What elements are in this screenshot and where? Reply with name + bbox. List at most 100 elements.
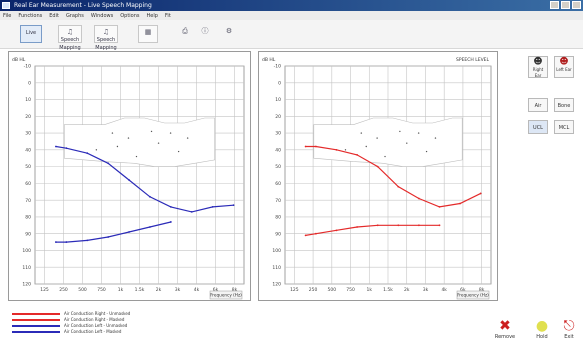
series-point (356, 226, 358, 228)
y-tick-label: 100 (22, 248, 31, 254)
speech-dot (95, 149, 98, 151)
speech-dot (417, 132, 420, 134)
series-line (305, 145, 481, 208)
series-point (304, 145, 307, 148)
person-icon: ☻ (533, 57, 543, 67)
mcl-button[interactable]: MCL (554, 120, 574, 134)
series-point (55, 241, 57, 243)
menu-file[interactable]: File (3, 12, 12, 19)
menu-edit[interactable]: Edit (49, 12, 59, 19)
y-tick-label: 0 (28, 80, 31, 86)
y-tick-label: 100 (272, 248, 281, 254)
legend-item: Air Conduction Left - Unmasked (12, 323, 182, 328)
speech-dot (150, 130, 153, 133)
y-tick-label: 80 (275, 215, 281, 221)
window-title: Real Ear Measurement - Live Speech Mappi… (14, 2, 152, 9)
series-point (190, 210, 193, 213)
close-button[interactable] (572, 1, 581, 9)
exit-button[interactable]: ⎋ Exit (558, 318, 580, 344)
toolbar-info-button[interactable]: ⓘ (198, 25, 212, 43)
air-button[interactable]: Air (528, 98, 548, 112)
x-axis-label-box (456, 290, 490, 300)
legend-swatch (12, 331, 60, 333)
menu-help[interactable]: Help (146, 12, 158, 19)
speech-dot (365, 145, 367, 148)
series-point (232, 204, 235, 207)
left-audiogram-chart[interactable]: -10 0 10 20 30 40 50 60 70 80 90 100 110 120 125 250 500… (8, 51, 251, 301)
x-tick-label: 1k (118, 287, 124, 293)
series-point (169, 221, 172, 223)
ear-icon: ♫ (66, 28, 74, 36)
remove-button[interactable]: ✖ Remove (494, 318, 516, 344)
x-tick-label: 500 (328, 287, 337, 293)
y-tick-label: 60 (275, 181, 281, 187)
toolbar-speech-mapping-right-button[interactable]: ♫ Speech Mapping (58, 25, 82, 51)
ucl-button[interactable]: UCL (528, 120, 548, 134)
y-tick-label: 30 (275, 131, 281, 137)
menu-graphs[interactable]: Graphs (65, 12, 84, 19)
toolbar-live-label: Live (25, 30, 37, 36)
right-audiogram-chart[interactable]: -10 0 10 20 30 40 50 60 70 80 90 100 110 120 125 250 500… (258, 51, 498, 301)
x-tick-label: 125 (290, 287, 299, 293)
toolbar-live-button[interactable]: Live (20, 25, 42, 43)
y-tick-label: 80 (25, 215, 31, 221)
exit-label: Exit (564, 334, 574, 340)
x-tick-label: 2k (404, 287, 410, 293)
y-axis-label: dB HL (262, 57, 276, 63)
y-tick-label: 40 (25, 147, 31, 153)
window-titlebar[interactable]: Real Ear Measurement - Live Speech Mappi… (0, 0, 583, 11)
menu-bar: File Functions Edit Graphs Windows Optio… (0, 11, 583, 20)
y-tick-label: 90 (25, 231, 31, 237)
bone-button[interactable]: Bone (554, 98, 574, 112)
series-point (55, 145, 57, 148)
legend-text: Air Conduction Right - Unmasked (64, 311, 131, 316)
left-ear-button[interactable]: ☻ Left Ear (554, 56, 574, 78)
x-tick-label: 8k (232, 287, 238, 293)
right-audiogram-svg: -10 0 10 20 30 40 50 60 70 80 90 100 110 120 125 250 500… (262, 57, 492, 300)
right-ear-button[interactable]: ☻ Right Ear (528, 56, 548, 78)
left-audiogram-svg: -10 0 10 20 30 40 50 60 70 80 90 100 110 120 125 250 500… (12, 57, 245, 300)
speech-dot (127, 137, 130, 139)
y-tick-label: 20 (25, 114, 31, 120)
y-tick-label: 110 (22, 265, 31, 271)
menu-windows[interactable]: Windows (90, 12, 114, 19)
series-point (169, 205, 172, 208)
minimize-button[interactable] (550, 1, 559, 9)
x-tick-label: 2k (156, 287, 162, 293)
toolbar-speech-mapping-left-button[interactable]: ♫ Speech Mapping (94, 25, 118, 51)
y-tick-label: -10 (274, 64, 281, 70)
toolbar-print-button[interactable]: ⎙ (178, 25, 192, 43)
series-point (315, 232, 317, 235)
menu-functions[interactable]: Functions (18, 12, 43, 19)
y-tick-label: 60 (25, 181, 31, 187)
series-point (149, 226, 151, 228)
menu-fit[interactable]: Fit (164, 12, 171, 19)
y-tick-label: 50 (275, 164, 281, 170)
legend-swatch (12, 319, 60, 321)
menu-options[interactable]: Options (120, 12, 140, 19)
maximize-button[interactable] (561, 1, 570, 9)
toolbar-rem-button[interactable]: ▦ (138, 25, 158, 43)
series-point (479, 192, 482, 195)
x-tick-label: 250 (309, 287, 318, 293)
x-tick-label: 4k (194, 287, 200, 293)
toolbar-setup-button[interactable]: ⚙ (218, 25, 240, 43)
settings-icon: ⚙ (225, 27, 233, 35)
corner-label: SPEECH LEVEL (456, 57, 489, 63)
hold-button[interactable]: ● Hold (531, 318, 553, 344)
x-tick-label: 6k (213, 287, 219, 293)
series-point (86, 239, 89, 242)
y-tick-label: 40 (275, 147, 281, 153)
series-point (418, 224, 420, 227)
series-point (418, 197, 420, 200)
y-tick-label: 120 (272, 282, 281, 288)
y-tick-label: 70 (275, 198, 281, 204)
y-tick-label: 70 (25, 198, 31, 204)
delete-icon: ✖ (499, 318, 511, 334)
ear-icon: ♫ (102, 28, 110, 36)
series-point (86, 152, 89, 155)
x-axis-label-box (209, 290, 243, 300)
speech-dot (157, 142, 160, 144)
remove-label: Remove (494, 334, 516, 340)
speech-dot (177, 150, 180, 153)
